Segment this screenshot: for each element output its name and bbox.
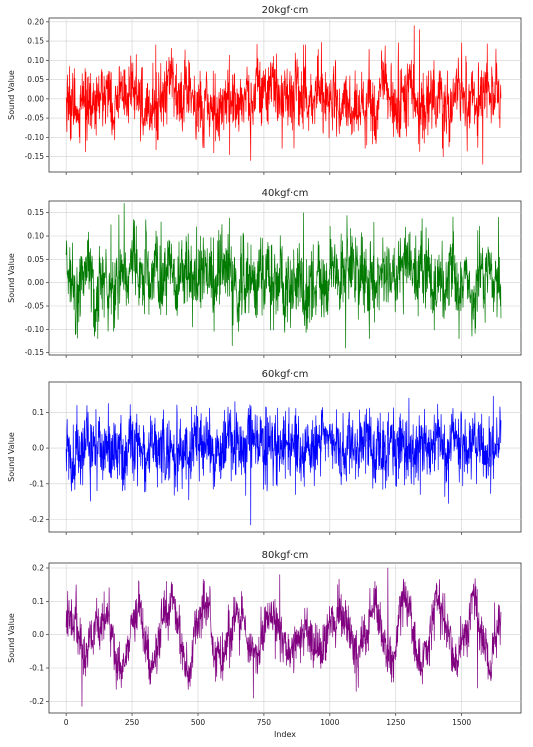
y-ticks: 0.1 0.0 -0.1 -0.2 xyxy=(29,408,49,524)
subplot-60kgf: 0.1 0.0 -0.1 -0.2 60kgf·cm Sound Value xyxy=(7,369,522,535)
plot-area xyxy=(48,200,522,356)
y-tick-label: -0.15 xyxy=(25,152,45,161)
y-ticks: 0.2 0.1 0.0 -0.1 -0.2 xyxy=(29,564,49,706)
series-line xyxy=(65,567,502,707)
y-tick-label: 0.0 xyxy=(32,444,44,453)
x-tick-label: 0 xyxy=(64,718,69,727)
series-line xyxy=(65,202,502,349)
y-tick-label: -0.1 xyxy=(29,664,44,673)
x-ticks xyxy=(65,172,463,175)
y-tick-label: 0.0 xyxy=(32,630,44,639)
y-tick-label: -0.1 xyxy=(29,479,44,488)
chart-title: 20kgf·cm xyxy=(262,5,309,16)
x-tick-label: 1000 xyxy=(320,718,339,727)
x-ticks xyxy=(65,532,463,535)
y-tick-label: 0.05 xyxy=(27,75,44,84)
series-line xyxy=(65,25,502,165)
plot-area xyxy=(48,381,522,533)
y-tick-label: 0.10 xyxy=(27,56,44,65)
y-tick-label: 0.10 xyxy=(27,232,44,241)
subplot-20kgf: 0.20 0.15 0.10 0.05 0.00 -0.05 -0.10 -0.15 20kg… xyxy=(7,5,522,175)
y-tick-label: 0.2 xyxy=(32,564,44,573)
plot-area xyxy=(48,17,522,173)
y-tick-label: 0.20 xyxy=(27,17,44,26)
x-tick-label: 1250 xyxy=(386,718,405,727)
y-axis-label: Sound Value xyxy=(7,70,16,120)
y-axis-label: Sound Value xyxy=(7,432,16,482)
x-tick-label: 250 xyxy=(125,718,140,727)
y-axis-label: Sound Value xyxy=(7,613,16,663)
y-tick-label: -0.10 xyxy=(25,133,45,142)
y-tick-label: -0.10 xyxy=(25,325,45,334)
y-tick-label: -0.05 xyxy=(25,302,45,311)
x-ticks: 0 250 500 750 1000 1250 1500 xyxy=(64,713,471,727)
x-axis-label: Index xyxy=(274,730,296,739)
chart-title: 60kgf·cm xyxy=(262,369,309,380)
y-tick-label: -0.2 xyxy=(29,697,44,706)
y-ticks: 0.15 0.10 0.05 0.00 -0.05 -0.10 -0.15 xyxy=(25,208,49,357)
y-tick-label: 0.00 xyxy=(27,94,44,103)
chart-title: 40kgf·cm xyxy=(262,188,309,199)
x-tick-label: 1500 xyxy=(452,718,471,727)
x-tick-label: 750 xyxy=(257,718,272,727)
y-tick-label: -0.15 xyxy=(25,348,45,357)
x-ticks xyxy=(65,355,463,358)
y-tick-label: 0.1 xyxy=(32,408,44,417)
chart-title: 80kgf·cm xyxy=(262,550,309,561)
y-tick-label: 0.05 xyxy=(27,255,44,264)
series-line xyxy=(65,395,502,526)
y-tick-label: 0.15 xyxy=(27,208,44,217)
y-tick-label: -0.05 xyxy=(25,114,45,123)
y-tick-label: 0.15 xyxy=(27,37,44,46)
subplot-80kgf: 0.2 0.1 0.0 -0.1 -0.2 0 250 500 750 1000 1250 1500… xyxy=(7,550,522,739)
y-ticks: 0.20 0.15 0.10 0.05 0.00 -0.05 -0.10 -0.15 xyxy=(25,17,49,161)
y-tick-label: 0.00 xyxy=(27,278,44,287)
plot-area xyxy=(48,562,522,714)
y-axis-label: Sound Value xyxy=(7,253,16,303)
x-tick-label: 500 xyxy=(191,718,206,727)
y-tick-label: 0.1 xyxy=(32,597,44,606)
y-tick-label: -0.2 xyxy=(29,515,44,524)
subplot-40kgf: 0.15 0.10 0.05 0.00 -0.05 -0.10 -0.15 40kgf·cm… xyxy=(7,188,522,358)
